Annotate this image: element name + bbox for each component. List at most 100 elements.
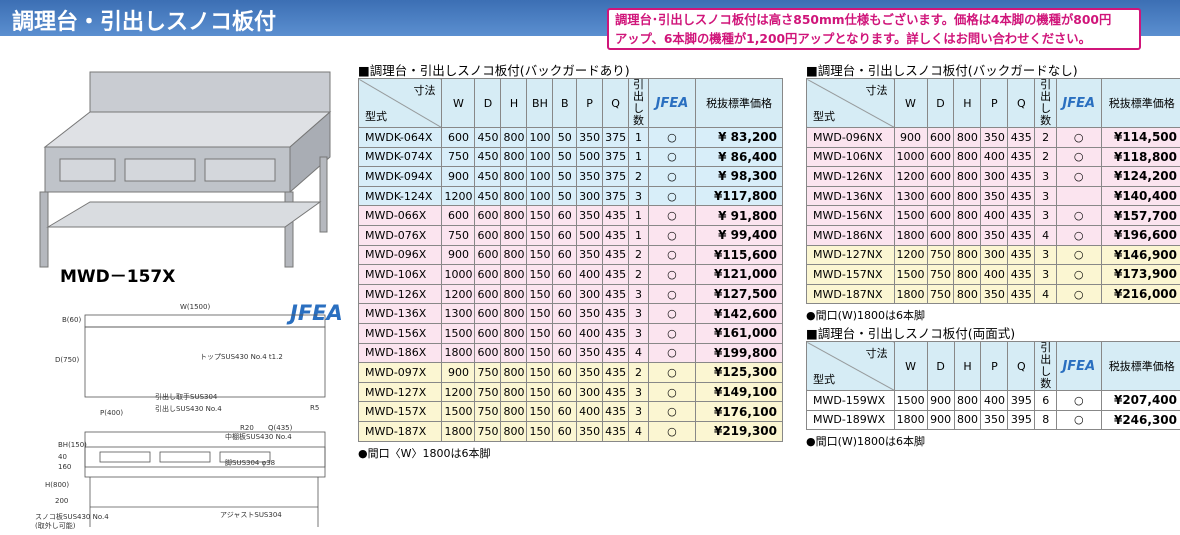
value-cell: 300 — [576, 283, 604, 305]
drawing-label: R20 — [240, 424, 254, 432]
value-cell: 800 — [953, 166, 982, 187]
table-note: ●間口〈W〉1800は6本脚 — [358, 446, 491, 460]
value-cell: 800 — [953, 244, 982, 266]
value-cell: 100 — [526, 127, 554, 148]
table-note: ●間口(W)1800は6本脚 — [806, 435, 926, 449]
value-cell: ¥246,300 — [1100, 409, 1180, 431]
value-cell: ○ — [1055, 166, 1102, 187]
value-cell: 150 — [526, 362, 554, 383]
notice-line: アップ、6本脚の機種が1,200円アップとなります。詳しくはお問い合わせください… — [615, 32, 1091, 46]
data-row: MWD-156NX 1500 600 800 400 435 3 ○ ¥157,700 — [806, 205, 1180, 226]
data-row: MWD-136X 1300 600 800 150 60 350 435 3 ○ ¥142,600 — [357, 303, 783, 324]
table-block: ■調理台・引出しスノコ板付(バックガードなし) 寸法 型式 W D H P Q 引出し数 JFEA… — [806, 60, 1180, 323]
value-cell: ¥121,000 — [695, 264, 783, 285]
table-block: ■調理台・引出しスノコ板付(バックガードあり) 寸法 型式 W D H BH B P Q 引出し数 J… — [357, 60, 783, 461]
value-cell: 435 — [602, 283, 630, 305]
value-cell: 435 — [1007, 224, 1036, 246]
value-cell: 350 — [576, 420, 604, 442]
value-cell: ¥ 83,200 — [695, 127, 783, 148]
data-row: MWD-157NX 1500 750 800 400 435 3 ○ ¥173,900 — [806, 264, 1180, 285]
value-cell: 150 — [526, 342, 554, 364]
model-cell: MWD-157X — [357, 401, 443, 422]
column-header: W — [441, 78, 476, 128]
value-cell: 750 — [474, 401, 502, 422]
value-cell: 800 — [500, 283, 528, 305]
value-cell: 100 — [526, 166, 554, 187]
value-cell: ¥ 98,300 — [695, 166, 783, 187]
value-cell: ¥146,900 — [1100, 244, 1180, 266]
value-cell: 800 — [500, 185, 528, 207]
data-row: MWDK-064X 600 450 800 100 50 350 375 1 ○ ¥ 83,200 — [357, 127, 783, 148]
value-cell: 800 — [500, 381, 528, 403]
value-cell: 375 — [602, 185, 630, 207]
table-note: ●間口(W)1800は6本脚 — [806, 309, 926, 323]
value-cell: 350 — [576, 342, 604, 364]
column-header: JFEA — [1056, 341, 1102, 391]
value-cell: 800 — [953, 224, 982, 246]
value-cell: 435 — [1007, 146, 1036, 168]
value-cell: 1 — [628, 146, 649, 168]
value-cell: ○ — [647, 401, 697, 422]
column-header: 税抜標準価格 — [1100, 341, 1180, 391]
data-row: MWD-189WX 1800 900 800 350 395 8 ○ ¥246,300 — [806, 409, 1180, 431]
value-cell: 60 — [552, 420, 578, 442]
notice-line: 調理台･引出しスノコ板付は高さ850mm仕様もございます。価格は4本脚の機種が8… — [615, 13, 1112, 27]
data-row: MWD-076X 750 600 800 150 60 500 435 1 ○ ¥ 99,400 — [357, 224, 783, 246]
value-cell: 50 — [552, 166, 578, 187]
value-cell: 100 — [526, 146, 554, 168]
value-cell: 60 — [552, 244, 578, 266]
value-cell: ¥140,400 — [1100, 185, 1180, 207]
data-row: MWD-106X 1000 600 800 150 60 400 435 2 ○ ¥121,000 — [357, 264, 783, 285]
drawing-label: 脚SUS304 φ38 — [225, 458, 275, 467]
data-row: MWD-096X 900 600 800 150 60 350 435 2 ○ ¥115,600 — [357, 244, 783, 266]
model-cell: MWD-187NX — [806, 283, 895, 305]
value-cell: 2 — [1034, 127, 1057, 148]
value-cell: 150 — [526, 264, 554, 285]
value-cell: 3 — [1034, 244, 1057, 266]
value-cell: 435 — [602, 401, 630, 422]
value-cell: ¥149,100 — [695, 381, 783, 403]
value-cell: 300 — [576, 185, 604, 207]
value-cell: ○ — [1055, 283, 1102, 305]
value-cell: ○ — [647, 185, 697, 207]
value-cell: 3 — [628, 401, 649, 422]
corner-cell: 寸法 型式 — [806, 78, 895, 128]
model-cell: MWD-076X — [357, 224, 443, 246]
data-row: MWDK-094X 900 450 800 100 50 350 375 2 ○ ¥ 98,300 — [357, 166, 783, 187]
value-cell: 600 — [474, 224, 502, 246]
column-header: H — [953, 341, 982, 391]
value-cell: ○ — [647, 303, 697, 324]
value-cell: 1300 — [893, 185, 928, 207]
value-cell: ¥161,000 — [695, 322, 783, 344]
value-cell: 60 — [552, 381, 578, 403]
value-cell: 435 — [1007, 185, 1036, 207]
value-cell: 435 — [602, 264, 630, 285]
value-cell: 2 — [628, 244, 649, 266]
value-cell: 1200 — [893, 244, 928, 266]
value-cell: 350 — [980, 409, 1009, 431]
value-cell: 600 — [926, 205, 955, 226]
page-title: 調理台・引出しスノコ板付 — [12, 10, 277, 35]
corner-top: 寸法 — [865, 347, 888, 360]
model-cell: MWD-127X — [357, 381, 443, 403]
model-cell: MWD-156NX — [806, 205, 895, 226]
data-row: MWD-127NX 1200 750 800 300 435 3 ○ ¥146,900 — [806, 244, 1180, 266]
value-cell: 60 — [552, 283, 578, 305]
value-cell: ○ — [1055, 146, 1102, 168]
value-cell: 375 — [602, 146, 630, 168]
value-cell: 800 — [500, 224, 528, 246]
spec-table: 寸法 型式 W D H P Q 引出し数 JFEA 税抜標準価格 MWD-159WX 1500 900 8… — [806, 341, 1180, 431]
value-cell: ¥ 91,800 — [695, 205, 783, 226]
model-cell: MWD-106NX — [806, 146, 895, 168]
value-cell: 400 — [576, 322, 604, 344]
data-row: MWD-156X 1500 600 800 150 60 400 435 3 ○ ¥161,000 — [357, 322, 783, 344]
value-cell: 1200 — [441, 381, 476, 403]
value-cell: 900 — [893, 127, 928, 148]
value-cell: 800 — [500, 401, 528, 422]
value-cell: 300 — [576, 381, 604, 403]
value-cell: 750 — [441, 224, 476, 246]
value-cell: 2 — [628, 264, 649, 285]
spec-table: 寸法 型式 W D H P Q 引出し数 JFEA 税抜標準価格 MWD-096NX 900 600 80… — [806, 78, 1180, 305]
value-cell: ○ — [647, 244, 697, 266]
